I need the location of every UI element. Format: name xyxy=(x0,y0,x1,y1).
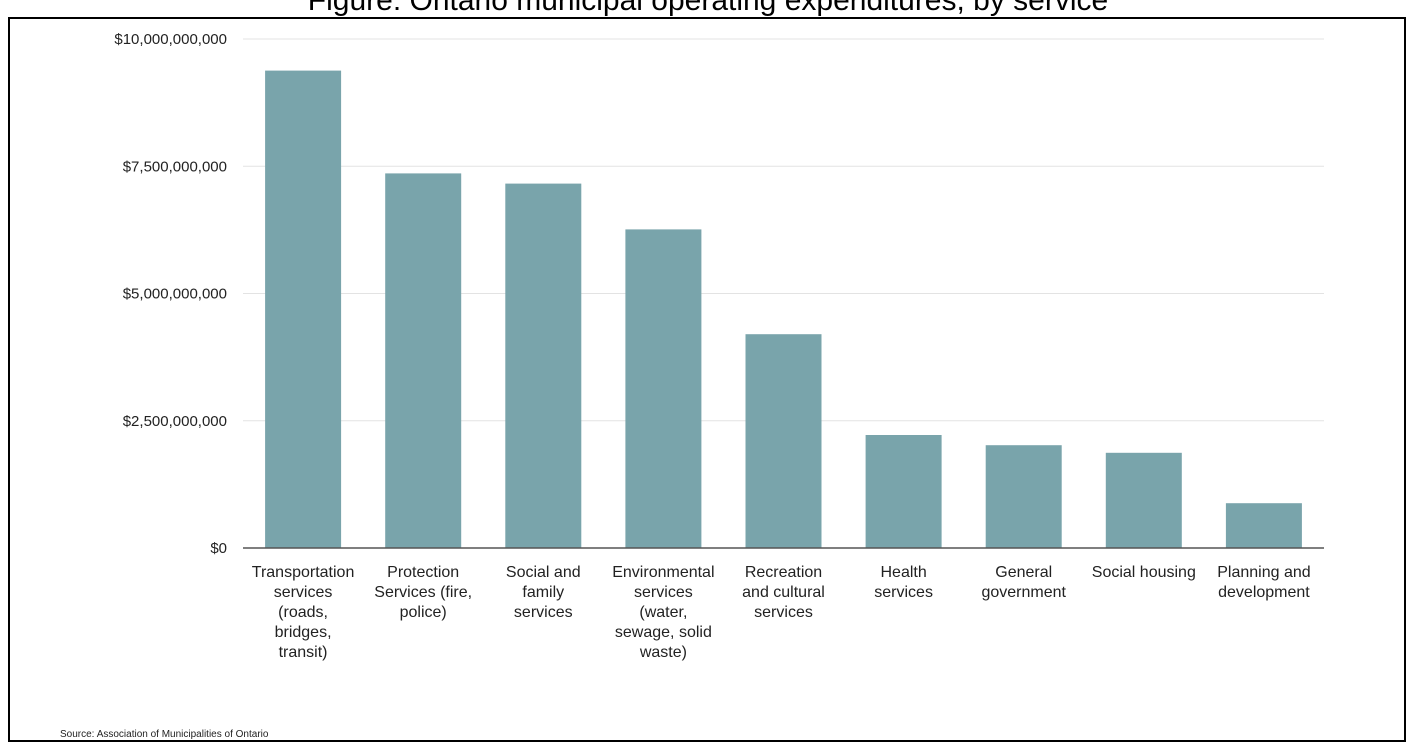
x-category-label-line: police) xyxy=(400,604,447,621)
x-category-label: Planning and development xyxy=(1217,564,1310,601)
bar xyxy=(1105,452,1182,548)
y-tick-label: $10,000,000,000 xyxy=(114,31,227,48)
y-tick-label: $2,500,000,000 xyxy=(123,413,227,430)
x-category-label-line: bridges, xyxy=(275,624,332,641)
x-category-label-line: services xyxy=(514,604,573,621)
x-category-label-line: Social housing xyxy=(1092,564,1196,581)
bar xyxy=(625,229,702,548)
chart-frame: $0 $2,500,000,000 $5,000,000,000 $7,500,000… xyxy=(8,17,1406,742)
x-category-label-line: Recreation xyxy=(745,564,822,581)
x-category-label-line: development xyxy=(1218,584,1310,601)
x-category-label-line: (water, xyxy=(639,604,687,621)
bar xyxy=(505,183,582,548)
x-category-label: Environmental services (water, sewage, soli… xyxy=(612,564,714,661)
bar xyxy=(265,70,342,548)
figure-title: Figure: Ontario municipal operating expe… xyxy=(307,0,1109,17)
bar xyxy=(745,334,822,548)
x-category-label: Recreation and cultural services xyxy=(742,564,825,621)
bar-chart: $0 $2,500,000,000 $5,000,000,000 $7,500,000… xyxy=(114,31,1324,661)
bar xyxy=(385,173,462,548)
x-category-label-line: services xyxy=(634,584,693,601)
x-category-label: General government xyxy=(981,564,1066,601)
bar xyxy=(865,435,942,548)
x-category-label-line: Social and xyxy=(506,564,581,581)
x-category-label: Social housing xyxy=(1092,564,1196,581)
x-category-label-line: transit) xyxy=(279,644,328,661)
y-tick-label: $0 xyxy=(210,540,227,557)
source-note: Source: Association of Municipalities of… xyxy=(60,729,269,740)
x-category-label-line: and cultural xyxy=(742,584,825,601)
y-tick-label: $7,500,000,000 xyxy=(123,158,227,175)
x-category-label-line: government xyxy=(981,584,1066,601)
y-tick-label: $5,000,000,000 xyxy=(123,286,227,303)
x-category-label-line: Planning and xyxy=(1217,564,1310,581)
figure-title-strip: Figure: Ontario municipal operating expe… xyxy=(0,0,1416,18)
x-category-label-line: Health xyxy=(880,564,926,581)
x-category-label-line: (roads, xyxy=(278,604,328,621)
x-category-label-line: services xyxy=(754,604,813,621)
bar xyxy=(985,445,1062,548)
x-category-label-line: Services (fire, xyxy=(374,584,472,601)
x-category-label: Social and family services xyxy=(506,564,581,621)
x-category-label-line: services xyxy=(874,584,933,601)
x-category-label: Transportation services (roads, bridges, tra… xyxy=(252,564,355,661)
x-category-label-line: Environmental xyxy=(612,564,714,581)
x-category-label-line: General xyxy=(995,564,1052,581)
x-category-label-line: sewage, solid xyxy=(615,624,712,641)
x-category-label-line: waste) xyxy=(639,644,687,661)
x-category-label-line: Transportation xyxy=(252,564,355,581)
x-category-label: Protection Services (fire, police) xyxy=(374,564,472,621)
bar xyxy=(1225,503,1302,548)
x-category-label-line: services xyxy=(274,584,333,601)
x-category-label-line: Protection xyxy=(387,564,459,581)
x-category-label-line: family xyxy=(522,584,564,601)
x-category-label: Health services xyxy=(874,564,933,601)
